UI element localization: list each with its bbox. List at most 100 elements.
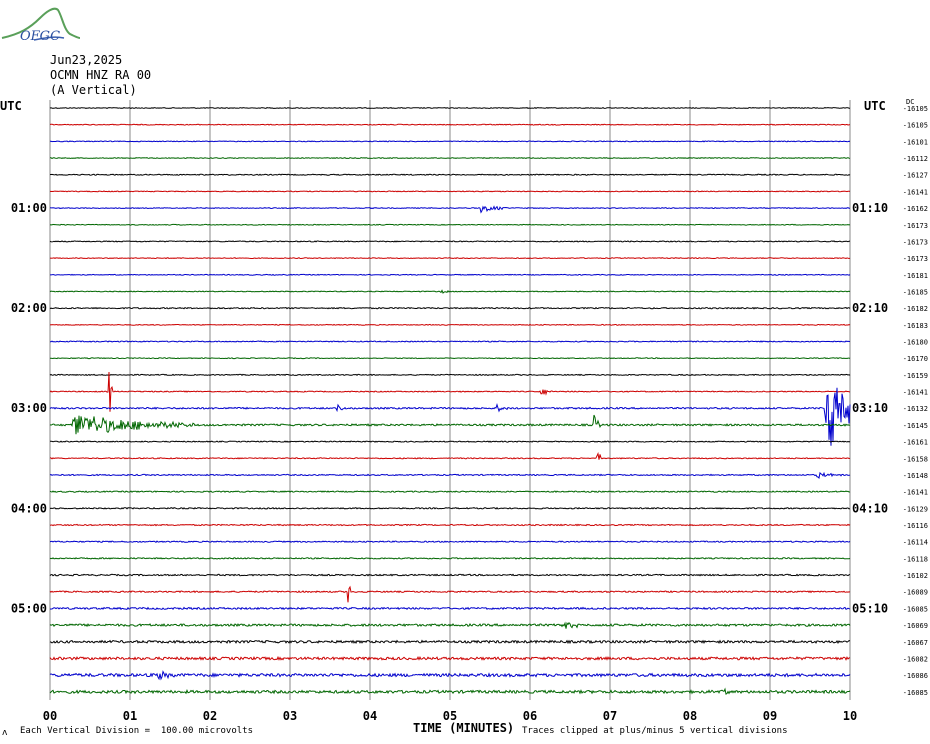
trace-row-35 [49, 687, 851, 695]
trace-row-11 [49, 289, 851, 294]
dc-offset-label: -16101 [903, 138, 928, 146]
dc-offset-label: -16114 [903, 539, 928, 547]
dc-offset-label: -16105 [903, 122, 928, 130]
dc-offset-label: -16132 [903, 405, 928, 413]
right-hour-label: 05:10 [852, 601, 888, 615]
dc-offset-label: -16127 [903, 172, 928, 180]
trace-row-33 [49, 655, 851, 661]
seismic-traces [49, 106, 851, 695]
trace-row-16 [49, 373, 851, 377]
dc-offset-label: -16185 [903, 288, 928, 296]
x-tick-label: 06 [523, 709, 537, 723]
x-axis-label: TIME (MINUTES) [413, 721, 515, 735]
x-tick-label: 08 [683, 709, 697, 723]
scale-note-left: Each Vertical Division = 100.00 microvol… [20, 726, 253, 736]
trace-row-3 [50, 156, 851, 160]
dc-offset-label: -16173 [903, 255, 928, 263]
dc-offset-label: -16118 [903, 555, 928, 563]
trace-row-2 [49, 140, 851, 143]
trace-row-0 [49, 106, 851, 110]
trace-row-28 [49, 573, 851, 577]
time-grid [49, 100, 851, 700]
x-tick-label: 03 [283, 709, 297, 723]
right-hour-label: 04:10 [852, 501, 888, 515]
trace-row-20 [50, 440, 851, 443]
trace-row-21 [49, 452, 851, 460]
trace-row-30 [49, 606, 851, 611]
dc-offset-label: -16086 [903, 672, 928, 680]
dc-offset-label: -16105 [903, 105, 928, 113]
dc-offset-label: -16141 [903, 489, 928, 497]
right-hour-label: 03:10 [852, 401, 888, 415]
left-utc-title: UTC [0, 99, 22, 113]
dc-offset-label: -16148 [903, 472, 928, 480]
dc-offset-label: -16158 [903, 455, 928, 463]
trace-row-13 [49, 323, 851, 326]
dc-offset-label: -16173 [903, 238, 928, 246]
trace-row-27 [49, 557, 851, 560]
dc-offset-label: -16180 [903, 339, 928, 347]
x-tick-label: 09 [763, 709, 777, 723]
x-tick-label: 02 [203, 709, 217, 723]
trace-row-1 [49, 123, 851, 126]
trace-row-14 [50, 340, 851, 343]
trace-row-24 [49, 506, 851, 510]
dc-offset-label: -16159 [903, 372, 928, 380]
station-channel: OCMN HNZ RA 00 [50, 68, 152, 82]
trace-row-17 [49, 371, 851, 412]
trace-row-9 [49, 257, 851, 260]
trace-row-6 [49, 205, 850, 214]
trace-row-12 [49, 306, 851, 310]
dc-offset-label: -16141 [903, 188, 928, 196]
logo-text: OFGC [20, 29, 60, 44]
dc-offset-label: -16181 [903, 272, 928, 280]
component-label: (A Vertical) [50, 83, 137, 97]
trace-row-25 [49, 523, 851, 527]
x-tick-label: 07 [603, 709, 617, 723]
dc-offset-label: -16129 [903, 505, 928, 513]
dc-offset-label: -16112 [903, 155, 928, 163]
trace-row-19 [49, 414, 851, 435]
trace-row-8 [49, 240, 851, 243]
trace-row-32 [49, 639, 851, 645]
right-hour-label: 02:10 [852, 301, 888, 315]
axis-labels: 00 01 02 03 04 05 06 07 08 09 10 -16105 -16105 -16101… [11, 105, 928, 723]
dc-offset-label: -16161 [903, 439, 928, 447]
x-tick-label: 05 [443, 709, 457, 723]
dc-offset-label: -16162 [903, 205, 928, 213]
dc-offset-label: -16067 [903, 639, 928, 647]
dc-offset-label: -16141 [903, 389, 928, 397]
trace-row-5 [49, 190, 851, 193]
dc-offset-label: -16069 [903, 622, 928, 630]
trace-row-31 [49, 621, 851, 629]
right-hour-label: 01:10 [852, 201, 888, 215]
trace-row-4 [49, 173, 851, 176]
x-tick-label: 10 [843, 709, 857, 723]
trace-row-29 [49, 585, 851, 603]
dc-offset-label: -16102 [903, 572, 928, 580]
x-tick-label: 00 [43, 709, 57, 723]
dc-title: DC [906, 98, 914, 106]
right-utc-title: UTC [864, 99, 886, 113]
left-hour-label: 04:00 [11, 501, 47, 515]
dc-offset-label: -16085 [903, 605, 928, 613]
trace-row-18 [49, 387, 851, 446]
x-tick-label: 01 [123, 709, 137, 723]
trace-row-10 [50, 273, 851, 276]
scale-note-right: Traces clipped at plus/minus 5 vertical … [522, 726, 788, 736]
trace-row-15 [49, 357, 851, 360]
dc-offset-label: -16170 [903, 355, 928, 363]
trace-row-7 [49, 223, 851, 226]
trace-row-22 [49, 471, 851, 480]
left-hour-label: 05:00 [11, 601, 47, 615]
dc-offset-label: -16116 [903, 522, 928, 530]
trace-row-34 [49, 670, 851, 681]
trace-row-23 [49, 490, 851, 493]
small-mark: ʌ [2, 728, 8, 738]
ofgc-logo: OFGC [1, 7, 80, 44]
left-hour-label: 01:00 [11, 201, 47, 215]
left-hour-label: 02:00 [11, 301, 47, 315]
dc-offset-label: -16173 [903, 222, 928, 230]
dc-offset-label: -16089 [903, 589, 928, 597]
trace-row-26 [49, 540, 851, 543]
